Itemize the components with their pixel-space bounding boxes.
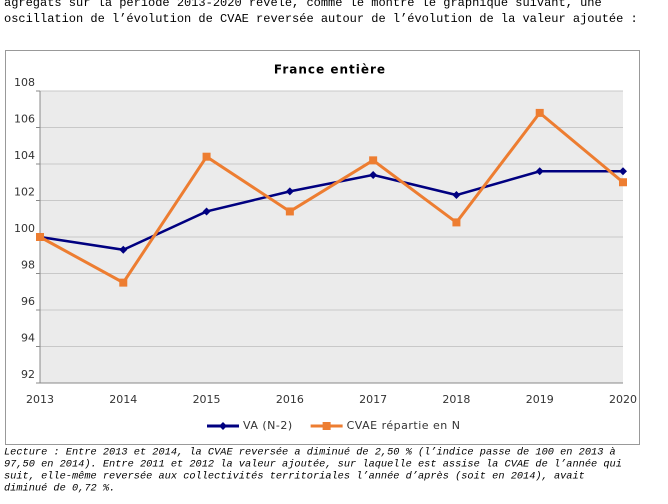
x-tick-label: 2015 bbox=[193, 393, 221, 406]
chart-title: France entière bbox=[274, 63, 386, 77]
y-tick-label: 98 bbox=[21, 259, 35, 272]
intro-line: agrégats sur la période 2013-2020 révèle… bbox=[4, 0, 602, 10]
x-tick-label: 2017 bbox=[359, 393, 387, 406]
legend-label: VA (N-2) bbox=[243, 419, 293, 432]
legend-marker bbox=[322, 422, 331, 430]
y-tick-label: 102 bbox=[14, 186, 35, 199]
y-tick-label: 92 bbox=[21, 368, 35, 381]
marker bbox=[452, 218, 461, 227]
y-tick-label: 106 bbox=[14, 113, 35, 126]
legend-marker bbox=[219, 422, 227, 430]
marker bbox=[119, 245, 128, 254]
marker bbox=[535, 108, 544, 117]
caption-line: suit, elle-même reversée aux collectivit… bbox=[4, 471, 585, 483]
marker bbox=[285, 187, 294, 196]
x-tick-label: 2014 bbox=[109, 393, 137, 406]
y-tick-label: 108 bbox=[14, 76, 35, 89]
y-tick-label: 96 bbox=[21, 295, 35, 308]
y-tick-label: 104 bbox=[14, 149, 35, 162]
x-tick-label: 2020 bbox=[609, 393, 637, 406]
x-tick-label: 2018 bbox=[442, 393, 470, 406]
marker bbox=[202, 152, 211, 161]
y-tick-label: 100 bbox=[14, 222, 35, 235]
marker bbox=[285, 207, 294, 216]
marker bbox=[369, 170, 378, 179]
marker bbox=[619, 167, 627, 176]
marker bbox=[369, 156, 378, 165]
x-tick-label: 2013 bbox=[26, 393, 54, 406]
marker bbox=[535, 167, 544, 176]
marker bbox=[619, 178, 627, 187]
caption-line: Lecture : Entre 2013 et 2014, la CVAE re… bbox=[4, 447, 616, 459]
marker bbox=[119, 278, 128, 287]
caption-line: diminué de 0,72 %. bbox=[4, 483, 115, 495]
caption-line: 97,50 en 2014). Entre 2011 et 2012 la va… bbox=[4, 459, 622, 471]
marker bbox=[202, 207, 211, 216]
marker bbox=[452, 191, 461, 200]
x-tick-label: 2019 bbox=[526, 393, 554, 406]
y-tick-label: 94 bbox=[21, 332, 35, 345]
legend-label: CVAE répartie en N bbox=[347, 419, 461, 432]
x-tick-label: 2016 bbox=[276, 393, 304, 406]
intro-line: oscillation de l’évolution de CVAE rever… bbox=[4, 12, 638, 26]
series-line bbox=[39, 110, 624, 285]
series-line bbox=[39, 170, 623, 252]
marker bbox=[36, 233, 44, 241]
